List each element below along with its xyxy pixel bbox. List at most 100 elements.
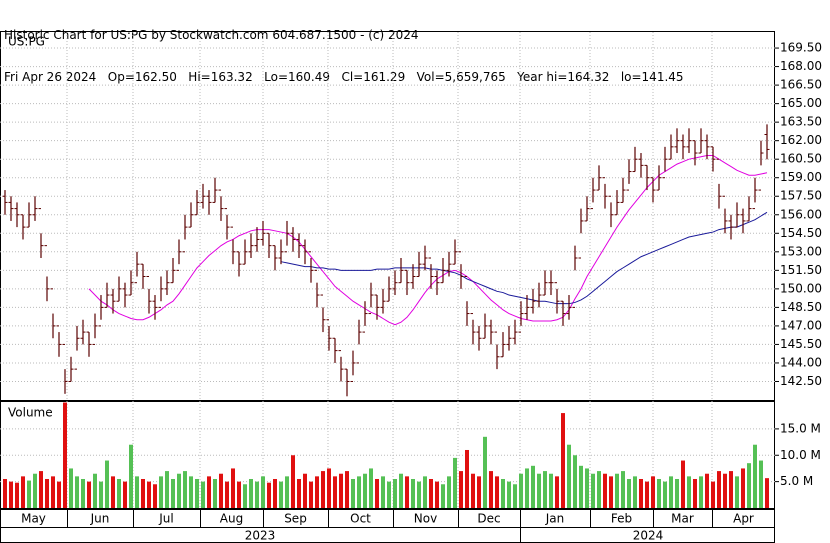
volume-bar (369, 468, 373, 508)
volume-bar (399, 473, 403, 508)
volume-bar (9, 481, 13, 508)
x-tick-label: May (21, 512, 46, 526)
volume-bar (531, 465, 535, 508)
volume-bar (405, 476, 409, 508)
volume-bar (501, 478, 505, 508)
header-line: Fri Apr 26 2024 Op=162.50 Hi=163.32 Lo=1… (4, 70, 684, 84)
volume-bar (627, 478, 631, 508)
y-tick-label: 10.0 M (780, 448, 821, 462)
volume-bar (663, 481, 667, 508)
y-tick-label: 151.50 (780, 263, 822, 277)
x-tick-label: Nov (414, 512, 437, 526)
volume-bar (447, 476, 451, 508)
volume-bar (759, 460, 763, 508)
volume-bar (387, 481, 391, 508)
volume-bar (621, 471, 625, 508)
volume-bar (471, 473, 475, 508)
y-tick-label: 153.00 (780, 244, 822, 258)
x-tick-label: Jun (90, 512, 110, 526)
volume-bar (165, 471, 169, 508)
volume-bar (87, 481, 91, 508)
price-panel (0, 31, 775, 401)
y-tick-label: 145.50 (780, 337, 822, 351)
volume-bar (615, 473, 619, 508)
y-tick-label: 150.00 (780, 281, 822, 295)
x-tick-label: Jul (158, 512, 173, 526)
volume-bar (339, 473, 343, 508)
volume-bar (303, 473, 307, 508)
volume-bar (123, 481, 127, 508)
volume-bar (213, 478, 217, 508)
y-tick-label: 168.00 (780, 59, 822, 73)
volume-bar (747, 463, 751, 508)
volume-bar (159, 476, 163, 508)
volume-bar (549, 473, 553, 508)
x-tick-label: Dec (477, 512, 500, 526)
volume-bar (729, 471, 733, 508)
volume-bar (129, 444, 133, 508)
volume-bar (579, 465, 583, 508)
volume-bar (117, 478, 121, 508)
volume-bar (141, 478, 145, 508)
volume-bar (51, 476, 55, 508)
y-tick-label: 165.00 (780, 96, 822, 110)
volume-bar (711, 481, 715, 508)
volume-bar (351, 478, 355, 508)
volume-bar (597, 471, 601, 508)
volume-bar (135, 476, 139, 508)
x-tick-label: Apr (733, 512, 754, 526)
volume-bar (225, 481, 229, 508)
volume-bar (345, 471, 349, 508)
moving-average-line (280, 211, 768, 305)
volume-bar (639, 478, 643, 508)
volume-bar (45, 478, 49, 508)
y-tick-label: 157.50 (780, 189, 822, 203)
volume-bar (645, 481, 649, 508)
volume-bar (429, 478, 433, 508)
volume-bar (111, 476, 115, 508)
volume-bar (735, 476, 739, 508)
volume-bar (465, 449, 469, 508)
x-tick-label: Mar (671, 512, 694, 526)
volume-bar (309, 481, 313, 508)
x-tick-label: Feb (611, 512, 632, 526)
volume-bar (363, 473, 367, 508)
y-tick-label: 169.50 (780, 41, 822, 55)
volume-bar (57, 481, 61, 508)
year-label: 2023 (245, 529, 276, 543)
volume-bar (717, 471, 721, 508)
volume-bar (603, 473, 607, 508)
volume-bar (507, 481, 511, 508)
volume-bar (453, 457, 457, 508)
y-tick-label: 166.50 (780, 78, 822, 92)
volume-bar (651, 476, 655, 508)
volume-bar (489, 471, 493, 508)
y-tick-label: 15.0 M (780, 421, 821, 435)
x-tick-label: Aug (220, 512, 243, 526)
volume-bar (681, 460, 685, 508)
volume-bar (207, 476, 211, 508)
volume-bar (285, 476, 289, 508)
volume-bar (477, 476, 481, 508)
volume-bar (687, 476, 691, 508)
volume-bar (63, 402, 67, 508)
volume-bar (267, 482, 271, 508)
y-tick-label: 154.50 (780, 226, 822, 240)
volume-bar (723, 473, 727, 508)
volume-bar (291, 455, 295, 508)
volume-bar (537, 473, 541, 508)
volume-bar (279, 481, 283, 508)
volume-bar (525, 468, 529, 508)
volume-bar (273, 478, 277, 508)
y-tick-label: 147.00 (780, 318, 822, 332)
volume-bar (183, 471, 187, 508)
x-tick-label: Jan (545, 512, 565, 526)
y-tick-label: 162.00 (780, 133, 822, 147)
volume-bar (699, 476, 703, 508)
volume-bar (657, 478, 661, 508)
volume-bar (519, 473, 523, 508)
volume-bar (483, 436, 487, 508)
volume-bar (249, 478, 253, 508)
